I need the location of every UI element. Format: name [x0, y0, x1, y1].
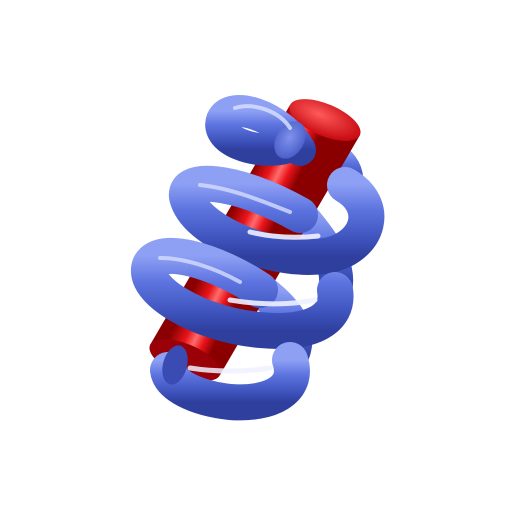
rod-top-cap	[289, 99, 361, 141]
coil-top-end-cap	[274, 121, 306, 159]
coil-front-segments	[131, 95, 385, 421]
coil-bottom-end-cap	[162, 345, 188, 385]
